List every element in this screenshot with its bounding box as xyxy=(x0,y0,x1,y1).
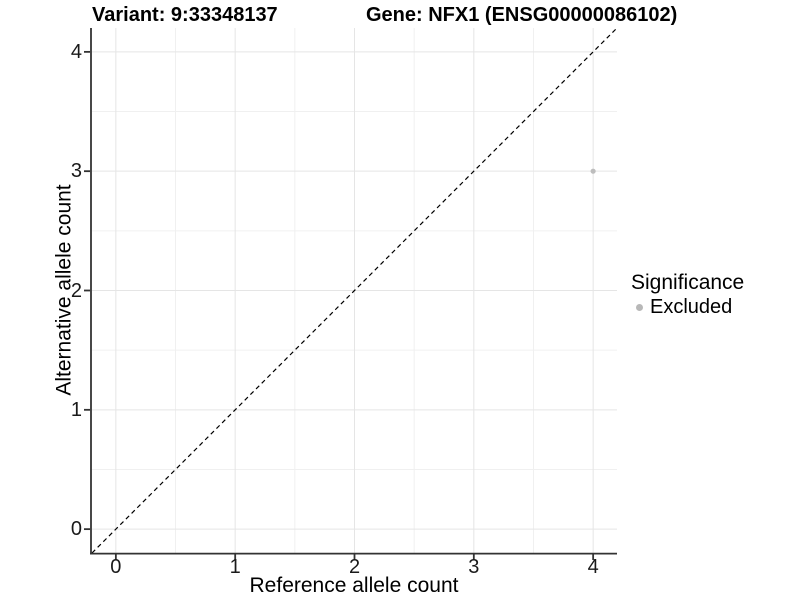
y-tick-label: 2 xyxy=(70,279,82,302)
x-tick-label: 4 xyxy=(587,556,599,578)
x-tick-label: 2 xyxy=(348,556,361,578)
y-tick-label: 3 xyxy=(70,160,82,183)
legend-entry-excluded: Excluded xyxy=(631,296,744,318)
x-tick-label: 3 xyxy=(468,556,480,578)
legend-entry-label: Excluded xyxy=(650,296,733,318)
legend: Significance Excluded xyxy=(631,271,744,318)
y-tick-label: 1 xyxy=(70,398,82,421)
legend-title: Significance xyxy=(631,271,745,294)
y-tick-label: 0 xyxy=(70,518,82,541)
y-tick-label: 4 xyxy=(70,40,82,63)
x-axis-title: Reference allele count xyxy=(249,574,459,597)
x-tick-label: 1 xyxy=(229,556,241,578)
legend-point-icon xyxy=(636,303,643,311)
variant-title: Variant: 9:33348137 xyxy=(92,4,278,26)
x-tick-label: 0 xyxy=(110,556,122,578)
gene-title: Gene: NFX1 (ENSG00000086102) xyxy=(366,4,678,26)
y-axis-title: Alternative allele count xyxy=(52,184,76,396)
